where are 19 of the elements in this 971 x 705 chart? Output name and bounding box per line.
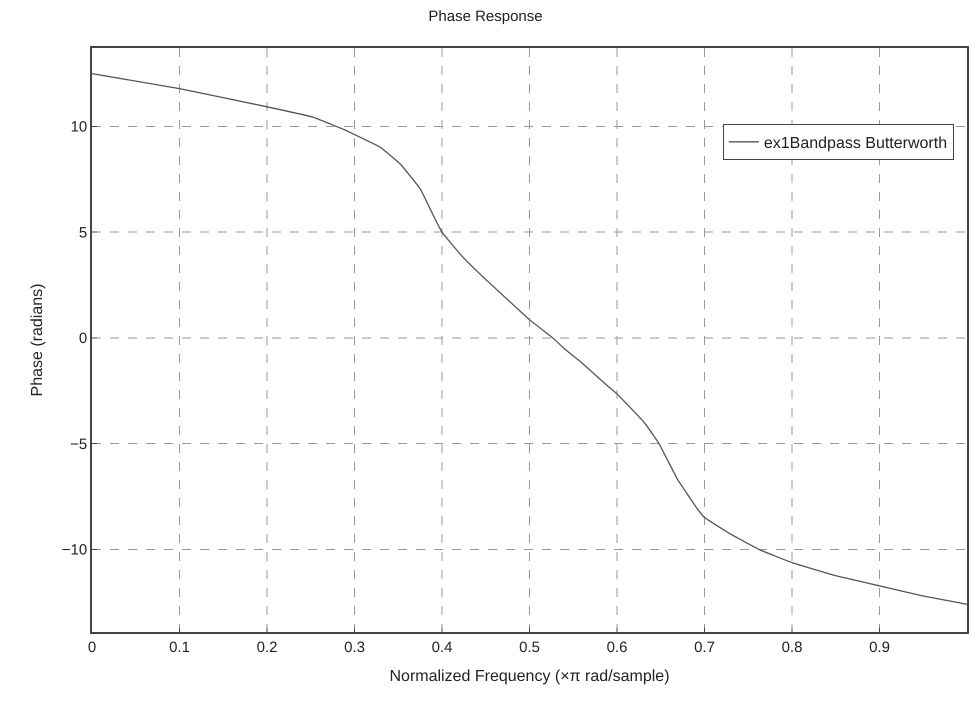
x-tick-label: 0.9 [869,638,890,656]
x-tick-label: 0.7 [694,638,715,656]
y-tick-label: −5 [70,436,88,453]
line-series [92,72,967,605]
y-tick-label: 5 [78,224,88,242]
x-tick-label: 0.5 [519,638,540,656]
x-tick-label: 0.3 [344,638,365,656]
x-axis-title: Normalized Frequency (×π rad/sample) [389,668,670,685]
x-tick-label: 0.4 [432,638,452,656]
y-tick-label: 0 [78,330,88,348]
x-tick-label: 0.2 [256,638,278,656]
y-tick-label: −10 [62,542,88,559]
x-tick-label: 0.6 [606,638,628,656]
y-tick-label: 10 [70,118,88,136]
y-axis-title: Phase (radians) [29,284,46,396]
x-tick-label: 0.1 [169,638,190,656]
chart-title: Phase Response [428,8,543,26]
x-tick-label: 0.8 [782,638,802,656]
legend-label: ex1Bandpass Butterworth [764,135,948,152]
